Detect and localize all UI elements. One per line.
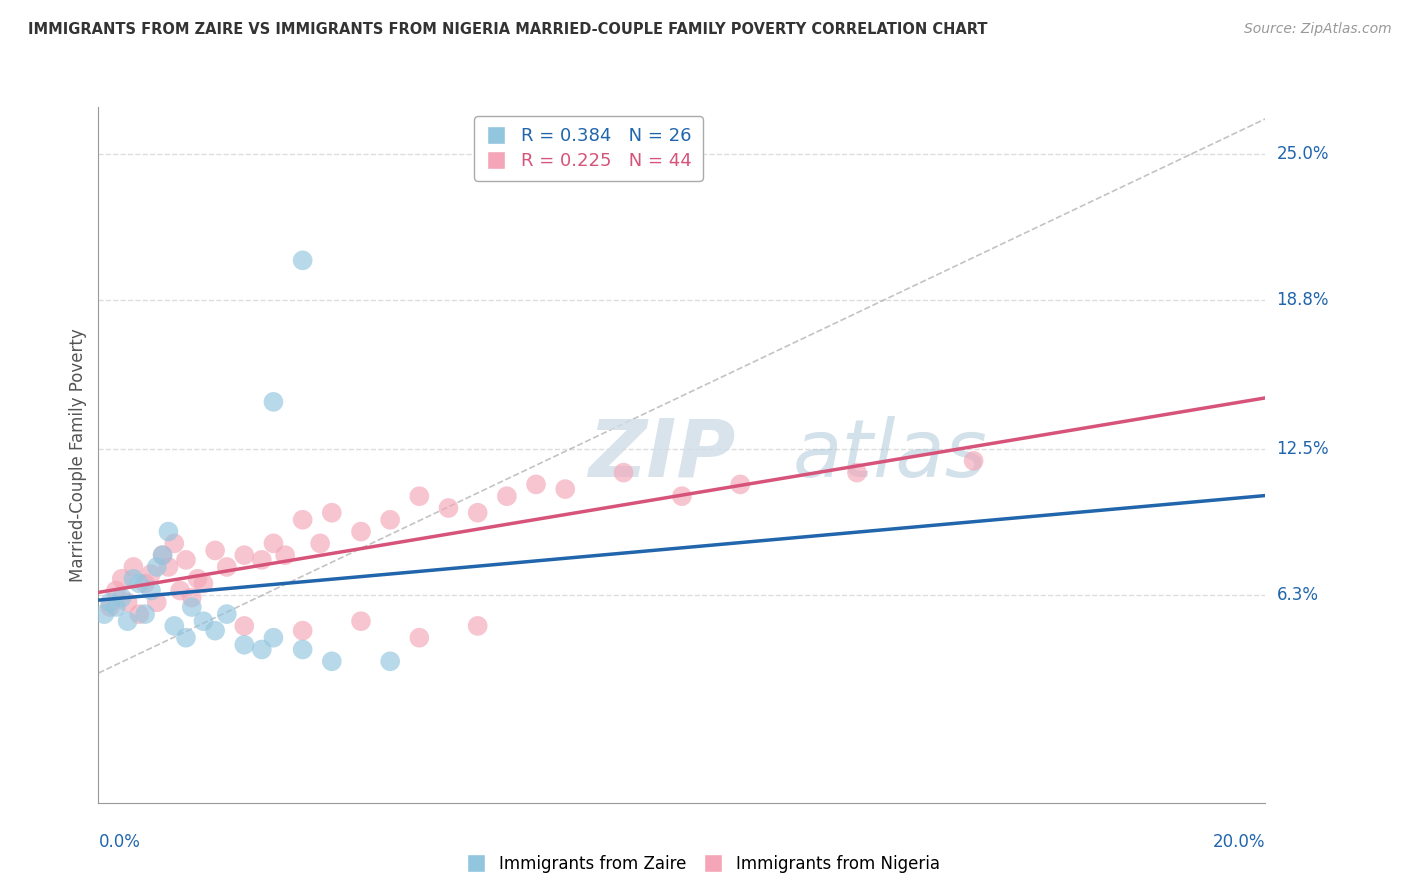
Point xyxy=(378,654,402,668)
Point xyxy=(128,576,150,591)
Point xyxy=(134,607,156,621)
Point xyxy=(845,466,868,480)
Point xyxy=(250,553,273,567)
Point xyxy=(233,548,256,562)
Point xyxy=(122,560,145,574)
Point xyxy=(250,642,273,657)
Point xyxy=(495,489,517,503)
Text: Source: ZipAtlas.com: Source: ZipAtlas.com xyxy=(1244,22,1392,37)
Point xyxy=(187,572,209,586)
Point xyxy=(93,607,115,621)
Point xyxy=(233,619,256,633)
Point xyxy=(111,572,134,586)
Text: ZIP: ZIP xyxy=(589,416,735,494)
Point xyxy=(262,536,284,550)
Point xyxy=(111,591,134,605)
Point xyxy=(262,631,284,645)
Point xyxy=(291,513,314,527)
Point xyxy=(437,500,460,515)
Point xyxy=(139,567,162,582)
Point xyxy=(321,506,343,520)
Point xyxy=(146,560,169,574)
Text: atlas: atlas xyxy=(793,416,987,494)
Point xyxy=(128,607,150,621)
Point xyxy=(467,619,489,633)
Point xyxy=(193,614,215,628)
Point xyxy=(117,614,139,628)
Point xyxy=(350,614,373,628)
Legend: R = 0.384   N = 26, R = 0.225   N = 44: R = 0.384 N = 26, R = 0.225 N = 44 xyxy=(474,116,703,181)
Point xyxy=(215,607,238,621)
Point xyxy=(378,513,402,527)
Point xyxy=(262,395,284,409)
Y-axis label: Married-Couple Family Poverty: Married-Couple Family Poverty xyxy=(69,328,87,582)
Point xyxy=(291,253,314,268)
Text: 25.0%: 25.0% xyxy=(1277,145,1329,163)
Point xyxy=(169,583,191,598)
Point xyxy=(350,524,373,539)
Point xyxy=(233,638,256,652)
Point xyxy=(163,536,186,550)
Point xyxy=(134,576,156,591)
Point xyxy=(215,560,238,574)
Point xyxy=(152,548,174,562)
Point xyxy=(612,466,634,480)
Point xyxy=(174,631,197,645)
Point xyxy=(554,482,576,496)
Point xyxy=(408,489,430,503)
Point xyxy=(291,642,314,657)
Point xyxy=(204,543,226,558)
Point xyxy=(193,576,215,591)
Point xyxy=(139,583,162,598)
Text: IMMIGRANTS FROM ZAIRE VS IMMIGRANTS FROM NIGERIA MARRIED-COUPLE FAMILY POVERTY C: IMMIGRANTS FROM ZAIRE VS IMMIGRANTS FROM… xyxy=(28,22,987,37)
Point xyxy=(104,583,127,598)
Point xyxy=(467,506,489,520)
Text: 6.3%: 6.3% xyxy=(1277,586,1319,604)
Text: 0.0%: 0.0% xyxy=(98,833,141,851)
Text: 12.5%: 12.5% xyxy=(1277,440,1329,458)
Point xyxy=(408,631,430,645)
Point xyxy=(98,600,121,615)
Legend: Immigrants from Zaire, Immigrants from Nigeria: Immigrants from Zaire, Immigrants from N… xyxy=(458,848,948,880)
Text: 20.0%: 20.0% xyxy=(1213,833,1265,851)
Point xyxy=(180,600,202,615)
Point xyxy=(122,572,145,586)
Point xyxy=(104,600,127,615)
Point xyxy=(962,454,984,468)
Point xyxy=(204,624,226,638)
Point xyxy=(146,595,169,609)
Point xyxy=(309,536,332,550)
Point xyxy=(321,654,343,668)
Point xyxy=(174,553,197,567)
Point xyxy=(157,560,180,574)
Point xyxy=(98,595,121,609)
Point xyxy=(671,489,693,503)
Point xyxy=(157,524,180,539)
Point xyxy=(152,548,174,562)
Point xyxy=(730,477,752,491)
Point xyxy=(163,619,186,633)
Point xyxy=(117,595,139,609)
Point xyxy=(524,477,547,491)
Point xyxy=(274,548,297,562)
Point xyxy=(291,624,314,638)
Point xyxy=(180,591,202,605)
Text: 18.8%: 18.8% xyxy=(1277,292,1329,310)
